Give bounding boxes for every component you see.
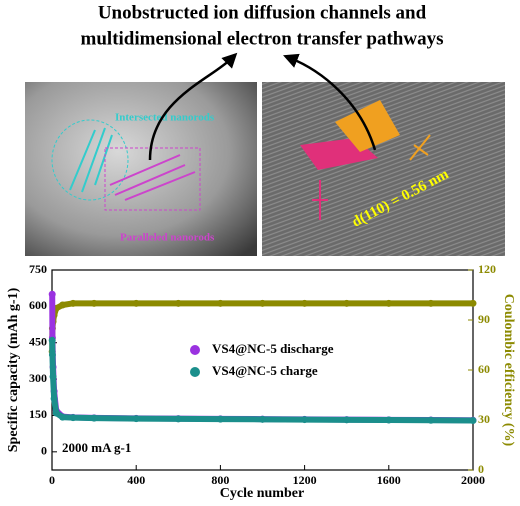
image-label: Intersected nanorods: [115, 112, 215, 124]
tem-image: [25, 82, 257, 256]
lattice-mark: [335, 100, 400, 152]
point: [216, 415, 224, 423]
point: [427, 416, 435, 424]
point: [48, 290, 56, 298]
y-tick-label: 600: [29, 298, 47, 312]
point: [90, 299, 98, 307]
point: [69, 299, 77, 307]
point: [48, 351, 56, 359]
point: [52, 409, 60, 417]
y2-tick-label: 30: [478, 412, 490, 426]
point: [90, 414, 98, 422]
point: [216, 299, 224, 307]
y-tick-label: 750: [29, 262, 47, 276]
title-line: multidimensional electron transfer pathw…: [81, 28, 444, 49]
legend-marker: [190, 367, 200, 377]
arrow: [283, 53, 377, 151]
point: [59, 413, 67, 421]
point: [469, 417, 477, 425]
x-tick-label: 2000: [461, 473, 485, 487]
point: [132, 415, 140, 423]
circle-mark: [51, 119, 129, 201]
point: [174, 415, 182, 423]
series-line: [49, 294, 474, 424]
legend-label: VS4@NC-5 charge: [212, 363, 318, 378]
point: [343, 416, 351, 424]
point: [427, 299, 435, 307]
point: [469, 299, 477, 307]
y2-tick-label: 120: [478, 262, 496, 276]
y2-tick-label: 90: [478, 312, 490, 326]
legend-marker: [190, 345, 200, 355]
x-tick-label: 800: [211, 473, 229, 487]
title-line: Unobstructed ion diffusion channels and: [98, 2, 427, 23]
point: [385, 416, 393, 424]
x-tick-label: 1200: [293, 473, 317, 487]
point: [48, 336, 56, 344]
point: [59, 301, 67, 309]
point: [259, 415, 266, 423]
point: [343, 299, 351, 307]
y-tick-label: 0: [41, 444, 47, 458]
point: [385, 299, 393, 307]
x-tick-label: 1600: [377, 473, 401, 487]
point: [301, 299, 309, 307]
x-axis-label: Cycle number: [220, 486, 304, 501]
point: [301, 416, 309, 424]
y-tick-label: 150: [29, 407, 47, 421]
point: [49, 373, 57, 381]
y-axis-label: Specific capacity (mAh g-1): [6, 287, 21, 452]
y2-tick-label: 60: [478, 362, 490, 376]
image-label: Paralleled nanorods: [120, 232, 215, 244]
y2-tick-label: 0: [478, 462, 484, 476]
legend-label: VS4@NC-5 discharge: [212, 341, 334, 356]
x-tick-label: 400: [127, 473, 145, 487]
x-tick-label: 0: [49, 473, 55, 487]
point: [132, 299, 140, 307]
y-tick-label: 450: [29, 334, 47, 348]
annotation: 2000 mA g-1: [62, 440, 131, 455]
y2-axis-label: Coulombic efficiency (%): [501, 294, 516, 447]
point: [174, 299, 182, 307]
arrow: [148, 52, 238, 161]
y-tick-label: 300: [29, 371, 47, 385]
point: [69, 414, 77, 422]
point: [50, 394, 58, 402]
box-mark: [104, 147, 201, 211]
point: [259, 299, 266, 307]
